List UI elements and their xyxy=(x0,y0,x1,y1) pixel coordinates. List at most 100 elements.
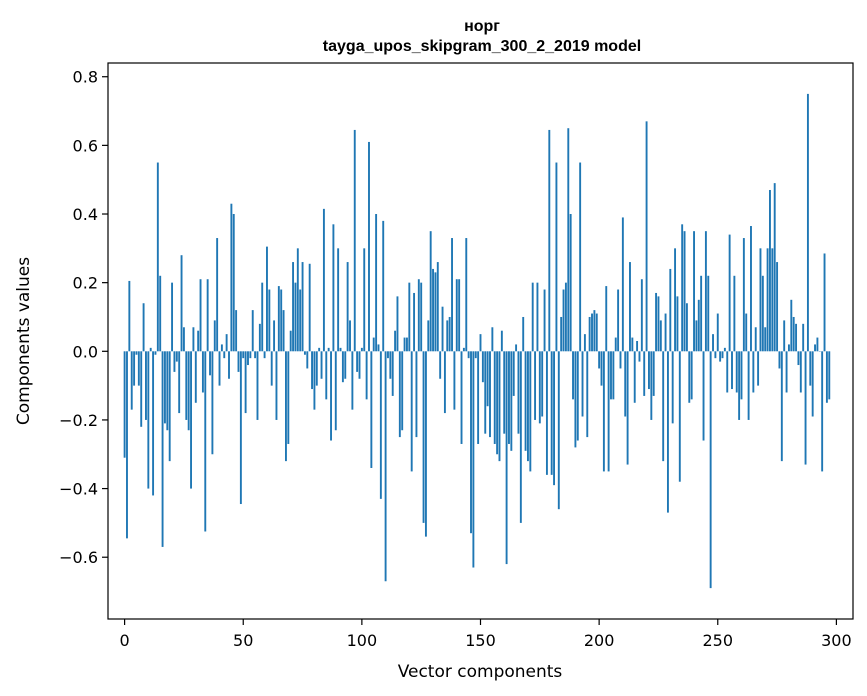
x-tick-label: 150 xyxy=(465,631,496,650)
bar-237 xyxy=(685,303,688,352)
x-axis-label: Vector components xyxy=(398,662,563,682)
bar-177 xyxy=(543,289,546,352)
bar-24 xyxy=(180,255,183,352)
bar-219 xyxy=(643,351,646,396)
x-tick-label: 300 xyxy=(821,631,852,650)
bar-198 xyxy=(593,310,596,352)
y-tick-label: −0.4 xyxy=(59,480,98,499)
bar-17 xyxy=(163,351,166,424)
x-tick-label: 200 xyxy=(584,631,615,650)
bar-295 xyxy=(823,253,826,352)
bar-278 xyxy=(783,320,786,352)
bar-14 xyxy=(156,162,159,352)
bar-182 xyxy=(555,162,558,352)
bar-100 xyxy=(360,347,363,352)
bar-265 xyxy=(752,351,755,393)
bar-5 xyxy=(135,351,138,355)
bar-78 xyxy=(308,263,311,352)
bar-151 xyxy=(481,351,484,383)
bar-150 xyxy=(479,334,482,352)
bar-37 xyxy=(211,351,214,455)
bar-39 xyxy=(216,238,219,352)
bar-115 xyxy=(396,296,399,352)
bar-157 xyxy=(496,351,499,455)
bar-3 xyxy=(130,351,133,410)
bar-201 xyxy=(600,351,603,386)
bar-65 xyxy=(277,286,280,352)
bar-86 xyxy=(327,347,330,352)
bar-142 xyxy=(460,351,463,444)
bar-125 xyxy=(420,282,423,352)
bar-9 xyxy=(145,351,147,420)
bar-118 xyxy=(403,337,406,352)
bar-294 xyxy=(821,351,824,472)
bar-23 xyxy=(178,351,181,414)
bar-203 xyxy=(605,286,608,352)
bar-232 xyxy=(674,248,677,352)
bar-135 xyxy=(443,351,446,414)
bar-110 xyxy=(384,351,387,582)
bar-287 xyxy=(804,351,807,465)
bar-120 xyxy=(408,282,411,352)
bar-79 xyxy=(311,351,313,390)
bar-57 xyxy=(258,323,261,352)
bar-214 xyxy=(631,337,634,352)
bar-218 xyxy=(640,279,643,352)
bar-222 xyxy=(650,351,653,420)
bar-289 xyxy=(809,351,812,386)
bar-199 xyxy=(595,313,598,352)
bar-202 xyxy=(602,351,605,472)
bar-67 xyxy=(282,310,285,352)
bar-20 xyxy=(171,282,174,352)
bar-172 xyxy=(531,282,534,352)
bar-112 xyxy=(389,351,392,379)
bar-117 xyxy=(401,351,404,431)
bar-173 xyxy=(534,351,537,420)
bar-152 xyxy=(484,351,487,434)
bar-54 xyxy=(251,310,254,352)
bar-34 xyxy=(204,351,207,532)
bar-292 xyxy=(816,337,819,352)
bar-230 xyxy=(669,268,672,352)
bar-131 xyxy=(434,272,437,352)
bar-31 xyxy=(197,330,200,352)
bar-213 xyxy=(629,262,631,352)
y-tick-label: 0.8 xyxy=(73,68,98,87)
bar-280 xyxy=(787,344,790,352)
bar-103 xyxy=(368,141,370,352)
bars-group xyxy=(123,93,831,589)
bar-165 xyxy=(515,344,518,352)
bar-225 xyxy=(657,296,660,352)
bar-288 xyxy=(806,93,809,352)
bar-193 xyxy=(581,351,584,417)
bar-107 xyxy=(377,344,380,352)
bar-83 xyxy=(320,351,323,379)
bar-59 xyxy=(263,351,266,359)
bar-106 xyxy=(375,214,378,352)
bar-234 xyxy=(678,351,681,482)
bar-266 xyxy=(754,327,757,352)
bar-48 xyxy=(237,351,240,372)
bar-18 xyxy=(166,351,169,431)
bar-207 xyxy=(614,337,617,352)
bar-61 xyxy=(268,289,271,352)
bar-32 xyxy=(199,279,202,352)
bar-204 xyxy=(607,351,610,472)
bar-21 xyxy=(173,351,176,372)
chart-title: норг xyxy=(464,18,500,35)
bar-275 xyxy=(776,262,779,352)
bar-77 xyxy=(306,351,309,369)
bar-95 xyxy=(349,320,351,352)
bar-88 xyxy=(332,224,335,352)
x-tick-label: 50 xyxy=(233,631,253,650)
bar-297 xyxy=(828,351,831,400)
bar-2 xyxy=(128,280,131,352)
bar-190 xyxy=(574,351,577,448)
bar-68 xyxy=(285,351,287,462)
bar-123 xyxy=(415,351,418,438)
bar-158 xyxy=(498,351,501,462)
x-axis-ticks: 0 50 100 150 200 250 300 xyxy=(120,619,852,650)
bar-30 xyxy=(194,351,197,403)
bar-260 xyxy=(740,351,743,400)
